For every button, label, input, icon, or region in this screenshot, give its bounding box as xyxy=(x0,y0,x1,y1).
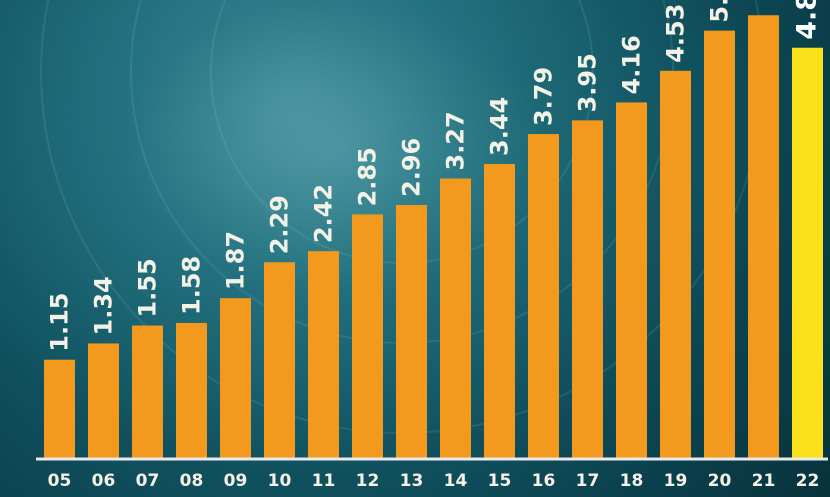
bar-09 xyxy=(220,298,251,458)
tick-label-19: 19 xyxy=(664,471,688,491)
value-label-13: 2.96 xyxy=(398,138,426,197)
bar-17 xyxy=(572,120,603,459)
tick-label-06: 06 xyxy=(92,471,116,491)
tick-label-20: 20 xyxy=(708,471,732,491)
value-label-08: 1.58 xyxy=(178,256,206,315)
value-label-18: 4.16 xyxy=(618,35,646,94)
value-label-16: 3.79 xyxy=(530,67,558,126)
tick-label-07: 07 xyxy=(136,471,160,491)
tick-label-21: 21 xyxy=(752,471,776,491)
tick-label-05: 05 xyxy=(48,471,72,491)
value-label-14: 3.27 xyxy=(442,111,470,170)
value-label-06: 1.34 xyxy=(90,276,118,335)
bar-22 xyxy=(792,47,823,459)
value-label-05: 1.15 xyxy=(46,292,74,351)
value-label-09: 1.87 xyxy=(222,231,250,290)
bar-21 xyxy=(748,15,779,459)
bar-19 xyxy=(660,70,691,459)
bar-18 xyxy=(616,102,647,458)
tick-label-22: 22 xyxy=(796,471,820,491)
value-label-07: 1.55 xyxy=(134,258,162,317)
bar-06 xyxy=(88,343,119,458)
value-label-19: 4.53 xyxy=(662,4,690,63)
bar-10 xyxy=(264,262,295,458)
bars-group: 1.15 1.34 1.55 1.58 1.87 2.29 2.42 2.85 2.96 3.27… xyxy=(44,0,823,459)
value-label-11: 2.42 xyxy=(310,184,338,243)
bar-20 xyxy=(704,30,735,458)
bar-08 xyxy=(176,322,207,458)
tick-label-13: 13 xyxy=(400,471,424,491)
bar-16 xyxy=(528,134,559,459)
value-label-22: 4.8 xyxy=(792,0,823,40)
tick-labels-group: 05 06 07 08 09 10 11 12 13 14 15 16 17 18 19 20 21 22 xyxy=(48,471,820,491)
tick-label-10: 10 xyxy=(268,471,292,491)
tick-label-17: 17 xyxy=(576,471,600,491)
bar-14 xyxy=(440,178,471,458)
bar-12 xyxy=(352,214,383,458)
tick-label-11: 11 xyxy=(312,471,336,491)
bar-11 xyxy=(308,251,339,458)
tick-label-16: 16 xyxy=(532,471,556,491)
bar-15 xyxy=(484,163,515,458)
value-label-15: 3.44 xyxy=(486,97,514,156)
value-label-12: 2.85 xyxy=(354,147,382,206)
tick-label-09: 09 xyxy=(224,471,248,491)
tick-label-18: 18 xyxy=(620,471,644,491)
tick-label-12: 12 xyxy=(356,471,380,491)
tick-label-15: 15 xyxy=(488,471,512,491)
value-label-10: 2.29 xyxy=(266,195,294,254)
bar-05 xyxy=(44,359,75,458)
tick-label-08: 08 xyxy=(180,471,204,491)
value-label-17: 3.95 xyxy=(574,53,602,112)
bar-13 xyxy=(396,205,427,458)
tick-label-14: 14 xyxy=(444,471,468,491)
value-label-20: 5.0 xyxy=(706,0,734,23)
bar-07 xyxy=(132,325,163,458)
